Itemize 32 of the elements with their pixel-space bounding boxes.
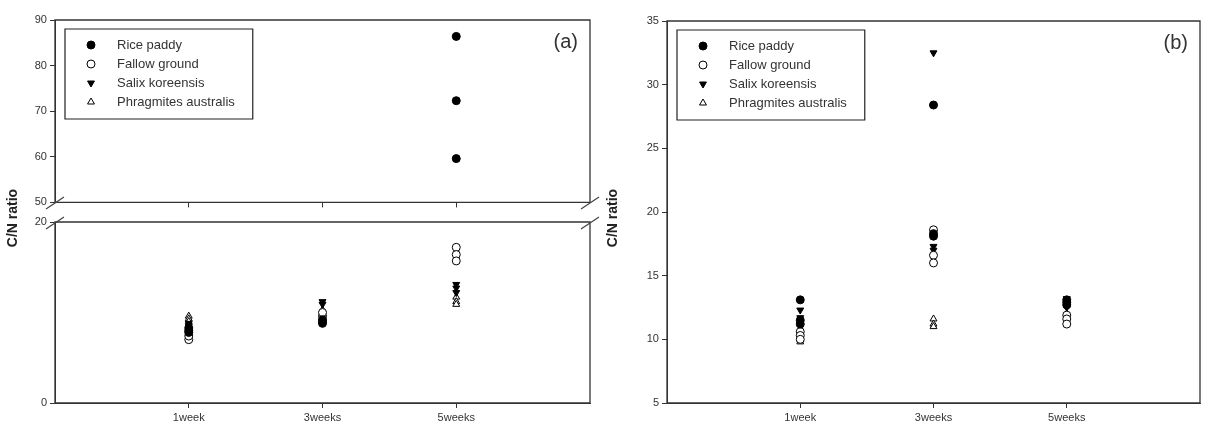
x-tick-label: 3weeks bbox=[914, 410, 953, 423]
x-tick-label: 1week bbox=[784, 410, 817, 423]
y-tick-label: 20 bbox=[34, 215, 47, 228]
x-tick-label: 5weeks bbox=[437, 410, 476, 423]
y-tick-label: 20 bbox=[646, 205, 659, 218]
y-axis-title: C/N ratio bbox=[4, 188, 21, 248]
y-axis-title: C/N ratio bbox=[604, 188, 621, 248]
y-tick-label: 80 bbox=[34, 58, 47, 71]
y-tick-label: 50 bbox=[34, 195, 47, 208]
annotation: (a) bbox=[553, 29, 578, 52]
y-tick-label: 15 bbox=[646, 268, 659, 281]
y-tick-label: 35 bbox=[646, 14, 659, 27]
legend-label: Phragmites australis bbox=[117, 93, 236, 109]
x-tick-label: 5weeks bbox=[1048, 410, 1086, 423]
x-tick-label: 3weeks bbox=[303, 410, 342, 423]
x-tick-label: 1week bbox=[172, 410, 206, 423]
y-tick-label: 5 bbox=[652, 396, 659, 409]
legend-label: Fallow ground bbox=[117, 55, 199, 71]
y-tick-label: 10 bbox=[646, 332, 659, 345]
legend-label: Rice paddy bbox=[729, 37, 795, 53]
legend-label: Phragmites australis bbox=[729, 94, 848, 110]
y-tick-label: 70 bbox=[34, 104, 47, 117]
legend-label: Rice paddy bbox=[117, 36, 183, 52]
y-tick-label: 60 bbox=[34, 149, 47, 162]
legend-label: Salix koreensis bbox=[117, 74, 205, 90]
legend-label: Fallow ground bbox=[729, 56, 811, 72]
annotation: (b) bbox=[1163, 30, 1188, 53]
y-tick-label: 25 bbox=[646, 141, 659, 154]
y-tick-label: 0 bbox=[40, 396, 47, 409]
y-tick-label: 30 bbox=[646, 77, 659, 90]
y-tick-label: 90 bbox=[34, 13, 47, 26]
legend-label: Salix koreensis bbox=[729, 75, 817, 91]
